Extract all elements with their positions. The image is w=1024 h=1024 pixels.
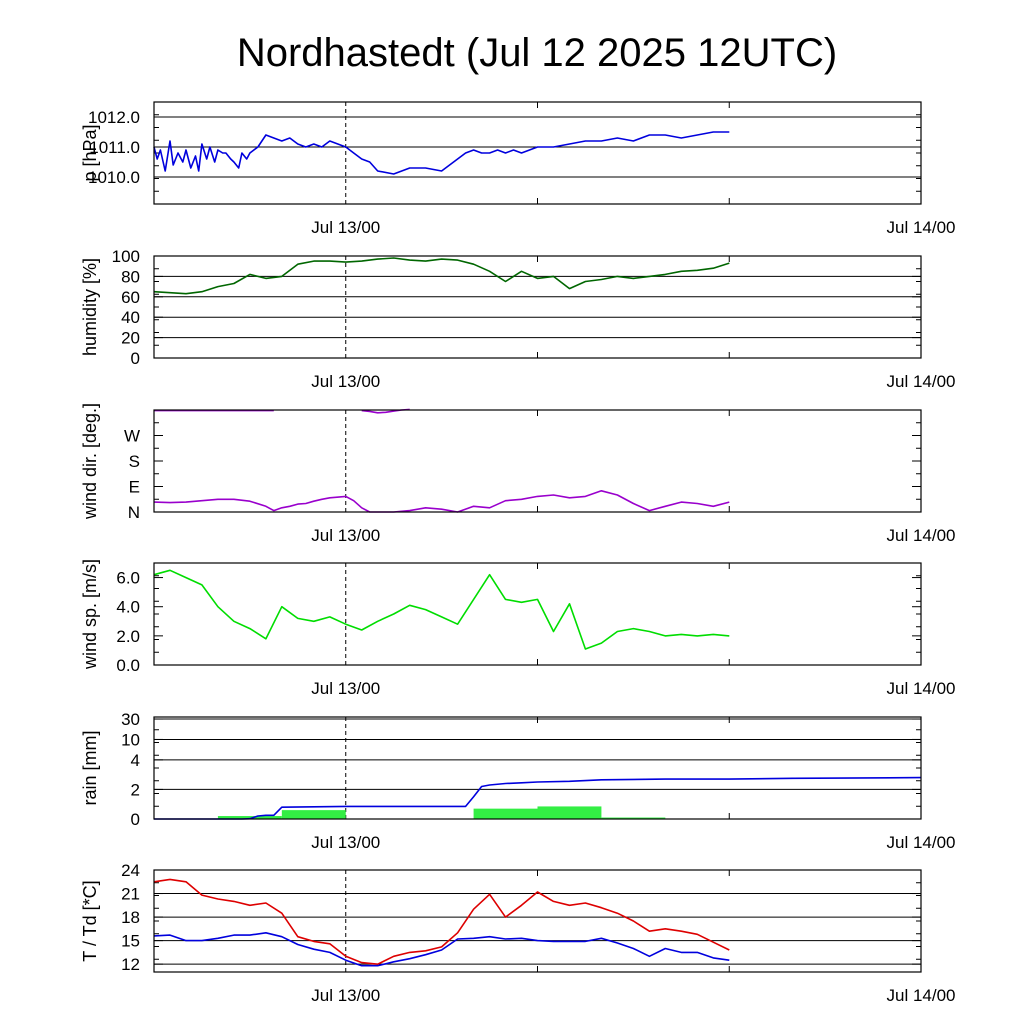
y-axis-label-rain: rain [mm] — [80, 730, 100, 805]
x-tick-label-jul14-pressure: Jul 14/00 — [887, 218, 956, 237]
y-tick-label-rain-4: 30 — [121, 710, 140, 729]
x-tick-label-jul13-pressure: Jul 13/00 — [311, 218, 380, 237]
y-tick-label-wind_direction-3: W — [124, 427, 140, 446]
rain-bar-2 — [473, 808, 538, 819]
y-tick-label-humidity-1: 20 — [121, 329, 140, 348]
y-tick-label-wind_direction-2: S — [129, 452, 140, 471]
plot-frame-pressure — [153, 101, 922, 205]
y-tick-label-temperature-4: 24 — [121, 861, 140, 880]
series-line-temperature-1 — [153, 931, 730, 967]
panel-wind_speed: 0.0 2.0 4.0 6.0 wind sp. [m/s] Jul 13/00 Jul 1… — [80, 559, 956, 698]
rain-bar-4 — [601, 817, 666, 819]
y-axis-label-humidity: humidity [%] — [80, 258, 100, 356]
x-tick-label-jul13-wind_speed: Jul 13/00 — [311, 679, 380, 698]
x-tick-label-jul14-rain: Jul 14/00 — [887, 833, 956, 852]
rain-bar-3 — [537, 806, 602, 819]
x-tick-label-jul14-wind_speed: Jul 14/00 — [887, 679, 956, 698]
y-tick-label-humidity-3: 60 — [121, 288, 140, 307]
series-line-temperature-0 — [153, 878, 730, 966]
y-tick-label-rain-2: 4 — [131, 751, 140, 770]
plot-frame-rain — [153, 716, 922, 820]
series-line-wind_speed-0 — [153, 569, 730, 650]
y-tick-label-rain-1: 2 — [131, 780, 140, 799]
y-tick-label-humidity-5: 100 — [112, 247, 140, 266]
x-tick-label-jul14-temperature: Jul 14/00 — [887, 986, 956, 1005]
y-tick-label-rain-3: 10 — [121, 730, 140, 749]
plot-frame-wind_speed — [153, 562, 922, 666]
x-tick-label-jul13-wind_direction: Jul 13/00 — [311, 526, 380, 545]
rain-bar-1 — [281, 810, 346, 819]
x-tick-label-jul13-rain: Jul 13/00 — [311, 833, 380, 852]
x-tick-label-jul14-wind_direction: Jul 14/00 — [887, 526, 956, 545]
y-tick-label-rain-0: 0 — [131, 810, 140, 829]
plot-frame-humidity — [153, 255, 922, 359]
y-tick-label-wind_speed-3: 6.0 — [116, 569, 140, 588]
y-tick-label-wind_direction-0: N — [128, 503, 140, 522]
chart-title: Nordhastedt (Jul 12 2025 12UTC) — [237, 31, 837, 75]
panels: 1010.0 1011.0 1012.0p [hPa] Jul 13/00 Jul 14… — [80, 101, 956, 1005]
y-tick-label-wind_speed-2: 4.0 — [116, 598, 140, 617]
x-tick-label-jul13-humidity: Jul 13/00 — [311, 372, 380, 391]
y-tick-label-humidity-4: 80 — [121, 267, 140, 286]
y-axis-label-wind_direction: wind dir. [deg.] — [80, 403, 100, 520]
y-tick-label-pressure-2: 1012.0 — [88, 108, 140, 127]
y-tick-label-wind_speed-1: 2.0 — [116, 627, 140, 646]
series-line-rain-0 — [154, 776, 922, 820]
panel-pressure: 1010.0 1011.0 1012.0p [hPa] Jul 13/00 Jul 14… — [80, 101, 956, 237]
y-tick-label-pressure-0: 1010.0 — [88, 168, 140, 187]
y-tick-label-temperature-3: 21 — [121, 885, 140, 904]
y-tick-label-wind_speed-0: 0.0 — [116, 656, 140, 675]
y-tick-label-humidity-0: 0 — [131, 349, 140, 368]
y-tick-label-wind_direction-1: E — [129, 478, 140, 497]
y-axis-label-wind_speed: wind sp. [m/s] — [80, 559, 100, 670]
y-tick-label-temperature-1: 15 — [121, 932, 140, 951]
y-axis-label-temperature: T / Td [*C] — [80, 880, 100, 961]
x-tick-label-jul13-temperature: Jul 13/00 — [311, 986, 380, 1005]
y-tick-label-temperature-0: 12 — [121, 955, 140, 974]
series-line-humidity-0 — [153, 257, 730, 295]
rain-bar-0 — [217, 816, 282, 819]
panel-temperature: 12 15 18 21 24 T / Td [*C] Jul 13/00 Jul 14/00 — [80, 861, 956, 1005]
x-tick-label-jul14-humidity: Jul 14/00 — [887, 372, 956, 391]
y-tick-label-pressure-1: 1011.0 — [89, 138, 140, 157]
series-line-pressure-0 — [153, 131, 730, 175]
plot-frame-temperature — [153, 869, 922, 973]
y-tick-label-temperature-2: 18 — [121, 908, 140, 927]
y-tick-label-humidity-2: 40 — [121, 308, 140, 327]
y-axis-label-pressure: p [hPa] — [80, 124, 100, 181]
